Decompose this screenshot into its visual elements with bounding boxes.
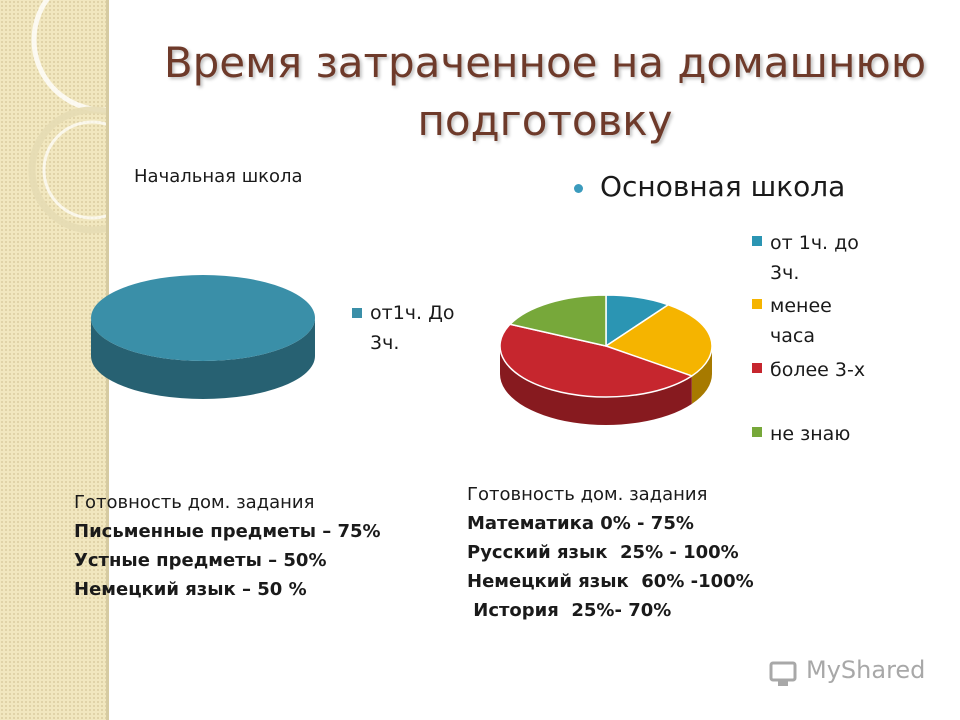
basic-school-slice-2 [499, 323, 693, 398]
legend-label: от1ч. До 3ч. [370, 298, 490, 358]
legend-label-line1: более 3-х [770, 359, 866, 381]
basic-school-slice-side-2 [500, 346, 692, 425]
basic-school-slice-1 [605, 303, 713, 377]
legend-label-line1: не знаю [770, 423, 851, 445]
legend-swatch [752, 299, 762, 309]
notes-line: Письменные предметы – 75% [74, 521, 381, 542]
legend-label-line2: часа [770, 325, 815, 347]
decorative-rings [28, 0, 106, 234]
slide-title: Время затраченное на домашнюю подготовку [163, 38, 927, 145]
basic-school-slice-side-1 [691, 346, 712, 404]
legend-label-line1: менее [770, 295, 832, 317]
notes-line: Математика 0% - 75% [467, 513, 694, 534]
legend-swatch [352, 308, 362, 318]
myshared-logo-icon [769, 661, 797, 686]
decorative-side-strip [0, 0, 109, 720]
notes-heading: Готовность дом. задания [74, 492, 315, 513]
notes-line: Немецкий язык 60% -100% [467, 571, 754, 592]
bullet-icon [574, 184, 583, 193]
legend-label-line2: 3ч. [370, 332, 400, 354]
primary-school-slice-0 [91, 275, 315, 361]
legend-label: от 1ч. до 3ч. [770, 228, 910, 288]
basic-school-pie [499, 294, 713, 425]
notes-line: Русский язык 25% - 100% [467, 542, 739, 563]
legend-label-line2: 3ч. [770, 262, 800, 284]
chart-title-basic-school: Основная школа [600, 170, 846, 203]
notes-primary-school: Готовность дом. задания Письменные предм… [74, 488, 381, 604]
notes-line: Устные предметы – 50% [74, 550, 327, 571]
notes-basic-school: Готовность дом. задания Математика 0% - … [467, 480, 754, 625]
legend-swatch [752, 363, 762, 373]
notes-line: Немецкий язык – 50 % [74, 579, 307, 600]
legend-swatch [752, 427, 762, 437]
watermark-text: MyShared [806, 656, 926, 684]
legend-label: не знаю [770, 419, 910, 449]
legend-swatch [752, 236, 762, 246]
legend-label-line1: от 1ч. до [770, 232, 859, 254]
primary-school-slice-side-0 [91, 318, 315, 399]
legend-label: менее часа [770, 291, 910, 351]
basic-school-slice-3 [509, 294, 607, 347]
legend-label: более 3-х [770, 355, 910, 385]
notes-heading: Готовность дом. задания [467, 484, 708, 505]
chart-title-primary-school: Начальная школа [134, 166, 303, 187]
notes-line: История 25%- 70% [467, 600, 672, 621]
legend-label-line1: от1ч. До [370, 302, 455, 324]
primary-school-pie [91, 275, 315, 399]
